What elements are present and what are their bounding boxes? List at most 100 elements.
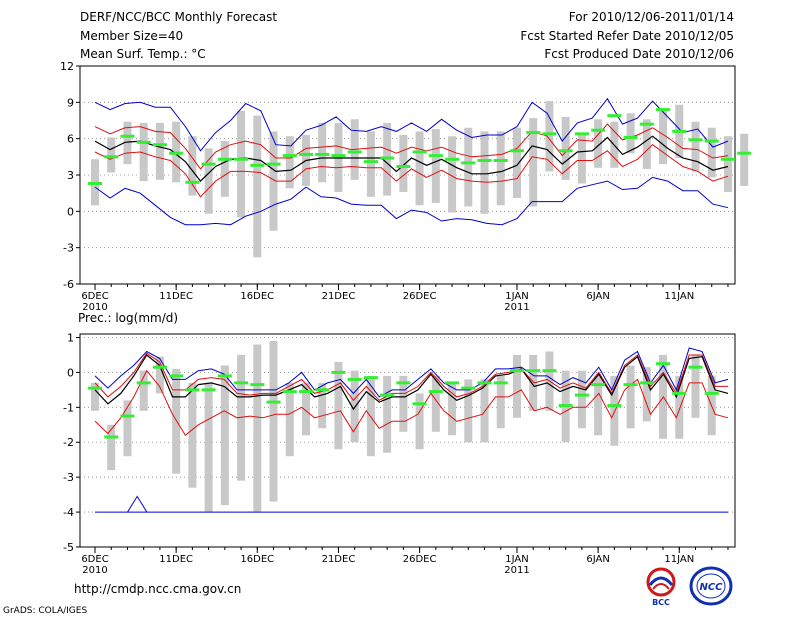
- prec-x-tick-label: 6JAN: [586, 554, 609, 565]
- prec-spread-box: [594, 375, 603, 436]
- temperature-variable-label: Mean Surf. Temp.: °C: [80, 47, 206, 61]
- prec-y-tick-label: -3: [63, 471, 74, 484]
- temp-spread-box: [480, 131, 489, 214]
- temp-spread-box: [529, 118, 538, 207]
- prec-spread-box: [285, 382, 294, 457]
- prec-x-tick-label: 11JAN: [664, 554, 694, 565]
- prec-y-tick-label: 1: [67, 331, 74, 344]
- temp-y-tick-label: 12: [60, 60, 74, 73]
- temp-x-tick-label: 1JAN: [505, 291, 528, 302]
- temp-x-tick-sublabel: 2011: [504, 302, 529, 313]
- member-size-label: Member Size=40: [80, 29, 184, 43]
- temp-spread-box: [155, 122, 164, 180]
- temp-spread-box: [496, 131, 505, 206]
- temp-spread-box: [691, 121, 700, 172]
- temp-x-tick-label: 26DEC: [403, 291, 437, 302]
- prec-y-tick-label: -4: [63, 506, 74, 519]
- prec-spread-box: [431, 375, 440, 432]
- prec-spread-box: [107, 424, 116, 471]
- prec-x-tick-label: 6DEC: [81, 554, 108, 565]
- temp-spread-box: [723, 136, 732, 192]
- prec-y-tick-label: -5: [63, 541, 74, 554]
- prec-spread-box: [204, 382, 213, 513]
- temp-spread-box: [188, 136, 197, 196]
- temp-spread-box: [107, 137, 116, 173]
- prec-spread-box: [269, 340, 278, 502]
- prec-series-max-line: [94, 347, 729, 398]
- prec-y-tick-label: -1: [63, 401, 74, 414]
- bcc-logo-icon: BCC: [646, 567, 676, 607]
- temp-y-tick-label: 0: [67, 205, 74, 218]
- temp-y-tick-label: -3: [63, 242, 74, 255]
- temp-spread-box: [626, 113, 635, 154]
- prec-spread-box: [334, 361, 343, 450]
- temp-y-tick-label: 6: [67, 133, 74, 146]
- prec-spread-box: [610, 375, 619, 446]
- prec-min-spike-line: [127, 495, 148, 513]
- temp-spread-box: [545, 101, 554, 172]
- prec-spread-box: [529, 354, 538, 411]
- temp-series-max-line: [94, 97, 729, 152]
- source-url-link[interactable]: http://cmdp.ncc.cma.gov.cn: [74, 582, 242, 596]
- temp-spread-box: [204, 148, 213, 214]
- prec-spread-box: [366, 375, 375, 457]
- prec-spread-box: [237, 354, 246, 481]
- forecast-period-label: For 2010/12/06-2011/01/14: [568, 10, 734, 24]
- temp-spread-box: [139, 122, 148, 182]
- temp-spread-box: [561, 116, 570, 180]
- temp-x-tick-label: 6DEC: [81, 291, 108, 302]
- prec-spread-box: [383, 375, 392, 453]
- prec-x-tick-label: 1JAN: [505, 554, 528, 565]
- prec-spread-box: [691, 354, 700, 418]
- temp-spread-box: [366, 131, 375, 197]
- prec-spread-box: [155, 356, 164, 394]
- temp-spread-box: [415, 131, 424, 206]
- fcst-produced-label: Fcst Produced Date 2010/12/06: [544, 47, 734, 61]
- temp-y-tick-label: 9: [67, 96, 74, 109]
- prec-y-tick-label: 0: [67, 366, 74, 379]
- prec-x-tick-label: 21DEC: [322, 554, 356, 565]
- prec-spread-box: [642, 367, 651, 422]
- temp-series-lower-line: [94, 144, 729, 198]
- temp-spread-box: [740, 133, 749, 186]
- prec-x-tick-sublabel: 2011: [504, 565, 529, 576]
- prec-y-tick-label: -2: [63, 436, 74, 449]
- prec-x-tick-sublabel: 2010: [82, 565, 107, 576]
- prec-spread-box: [220, 365, 229, 506]
- precipitation-variable-label: Prec.: log(mm/d): [78, 311, 179, 325]
- prec-spread-box: [464, 379, 473, 443]
- temp-x-tick-label: 11JAN: [664, 291, 694, 302]
- temp-spread-box: [707, 127, 716, 178]
- prec-spread-box: [626, 365, 635, 429]
- temp-spread-box: [431, 128, 440, 203]
- temp-spread-box: [318, 122, 327, 183]
- temp-spread-box: [512, 127, 521, 199]
- temp-x-tick-label: 21DEC: [322, 291, 356, 302]
- prec-spread-box: [415, 393, 424, 450]
- temp-y-tick-label: 3: [67, 169, 74, 182]
- temp-spread-box: [220, 141, 229, 197]
- temp-spread-box: [269, 131, 278, 231]
- prec-series-lower-line: [94, 369, 729, 437]
- temp-spread-box: [659, 109, 668, 165]
- bcc-logo-text: BCC: [652, 598, 670, 607]
- prec-spread-box: [399, 375, 408, 432]
- temp-x-tick-sublabel: 2010: [82, 302, 107, 313]
- temp-series-min-line: [94, 176, 729, 226]
- temp-x-tick-label: 11DEC: [159, 291, 193, 302]
- ncc-logo-text: NCC: [699, 582, 723, 593]
- prec-spread-box: [318, 382, 327, 429]
- prec-spread-box: [123, 400, 132, 457]
- prec-x-tick-label: 16DEC: [240, 554, 274, 565]
- prec-spread-box: [301, 382, 310, 436]
- temp-x-tick-label: 6JAN: [586, 291, 609, 302]
- temp-spread-box: [642, 119, 651, 169]
- temp-spread-box: [464, 127, 473, 207]
- temp-spread-box: [237, 110, 246, 218]
- prec-spread-box: [139, 370, 148, 411]
- temp-x-tick-label: 16DEC: [240, 291, 274, 302]
- prec-spread-box: [675, 375, 684, 439]
